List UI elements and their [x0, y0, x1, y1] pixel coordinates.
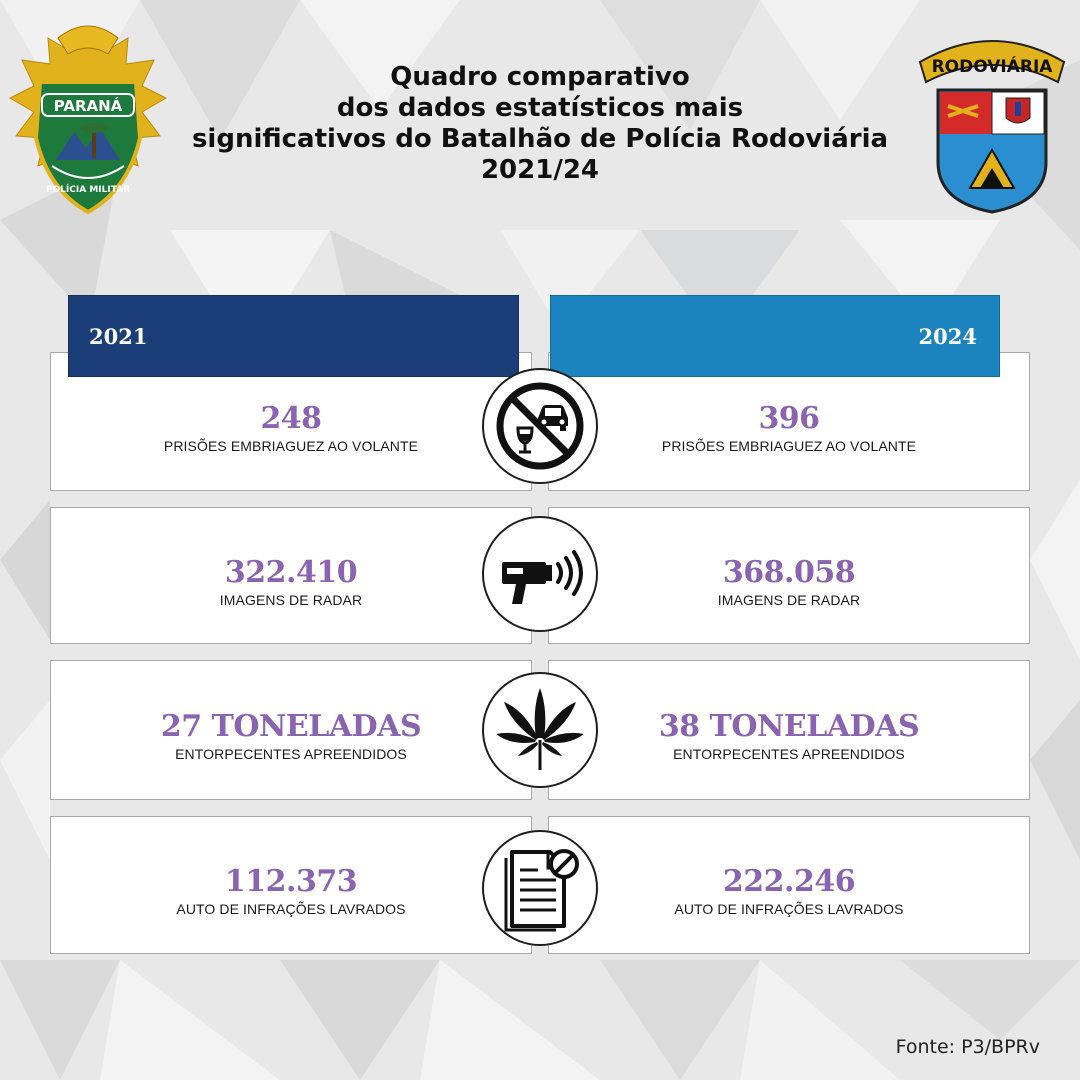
stat-value: 396	[758, 400, 820, 436]
stat-value: 322.410	[224, 554, 358, 590]
stat-label: IMAGENS DE RADAR	[717, 591, 861, 608]
infraction-document-icon	[482, 830, 598, 946]
stat-card-2024-infractions: 222.246 AUTO DE INFRAÇÕES LAVRADOS	[548, 816, 1030, 954]
stat-label: ENTORPECENTES APREENDIDOS	[673, 746, 905, 762]
svg-text:PARANÁ: PARANÁ	[54, 96, 123, 115]
year-header-2024: 2024	[550, 295, 1000, 377]
year-header-2021: 2021	[68, 295, 519, 377]
svg-text:POLÍCIA MILITAR: POLÍCIA MILITAR	[46, 183, 130, 195]
stat-value: 222.246	[722, 864, 856, 899]
stat-card-2021-radar: 322.410 IMAGENS DE RADAR	[50, 507, 532, 644]
svg-text:RODOVIÁRIA: RODOVIÁRIA	[932, 55, 1054, 77]
page-title: Quadro comparativo dos dados estatístico…	[140, 62, 940, 186]
no-drunk-driving-icon	[482, 368, 598, 484]
stat-label: IMAGENS DE RADAR	[219, 591, 363, 608]
stat-value: 27 TONELADAS	[160, 709, 422, 744]
title-line-3: significativos do Batalhão de Polícia Ro…	[191, 124, 889, 154]
title-line-4: 2021/24	[480, 155, 600, 185]
stat-label: AUTO DE INFRAÇÕES LAVRADOS	[176, 901, 406, 917]
source-note: Fonte: P3/BPRv	[895, 1036, 1040, 1058]
stat-label: PRISÕES EMBRIAGUEZ AO VOLANTE	[163, 437, 419, 454]
stat-value: 368.058	[722, 554, 856, 590]
stat-label: AUTO DE INFRAÇÕES LAVRADOS	[674, 901, 904, 917]
stat-value: 248	[260, 400, 322, 436]
stat-card-2021-drugs: 27 TONELADAS ENTORPECENTES APREENDIDOS	[50, 660, 532, 800]
stat-label: PRISÕES EMBRIAGUEZ AO VOLANTE	[661, 437, 917, 454]
stat-label: ENTORPECENTES APREENDIDOS	[175, 746, 407, 762]
title-line-2: dos dados estatísticos mais	[336, 93, 744, 123]
stat-value: 112.373	[224, 864, 358, 899]
stat-value: 38 TONELADAS	[658, 709, 920, 744]
stat-card-2021-infractions: 112.373 AUTO DE INFRAÇÕES LAVRADOS	[50, 816, 532, 954]
title-line-1: Quadro comparativo	[390, 62, 690, 92]
stat-card-2024-radar: 368.058 IMAGENS DE RADAR	[548, 507, 1030, 644]
speed-radar-gun-icon	[482, 516, 598, 632]
cannabis-leaf-icon	[482, 672, 598, 788]
policia-militar-parana-logo: PARANÁ POLÍCIA MILITAR	[8, 25, 168, 215]
stat-card-2024-drugs: 38 TONELADAS ENTORPECENTES APREENDIDOS	[548, 660, 1030, 800]
rodoviaria-shield-logo: RODOVIÁRIA	[918, 40, 1066, 214]
